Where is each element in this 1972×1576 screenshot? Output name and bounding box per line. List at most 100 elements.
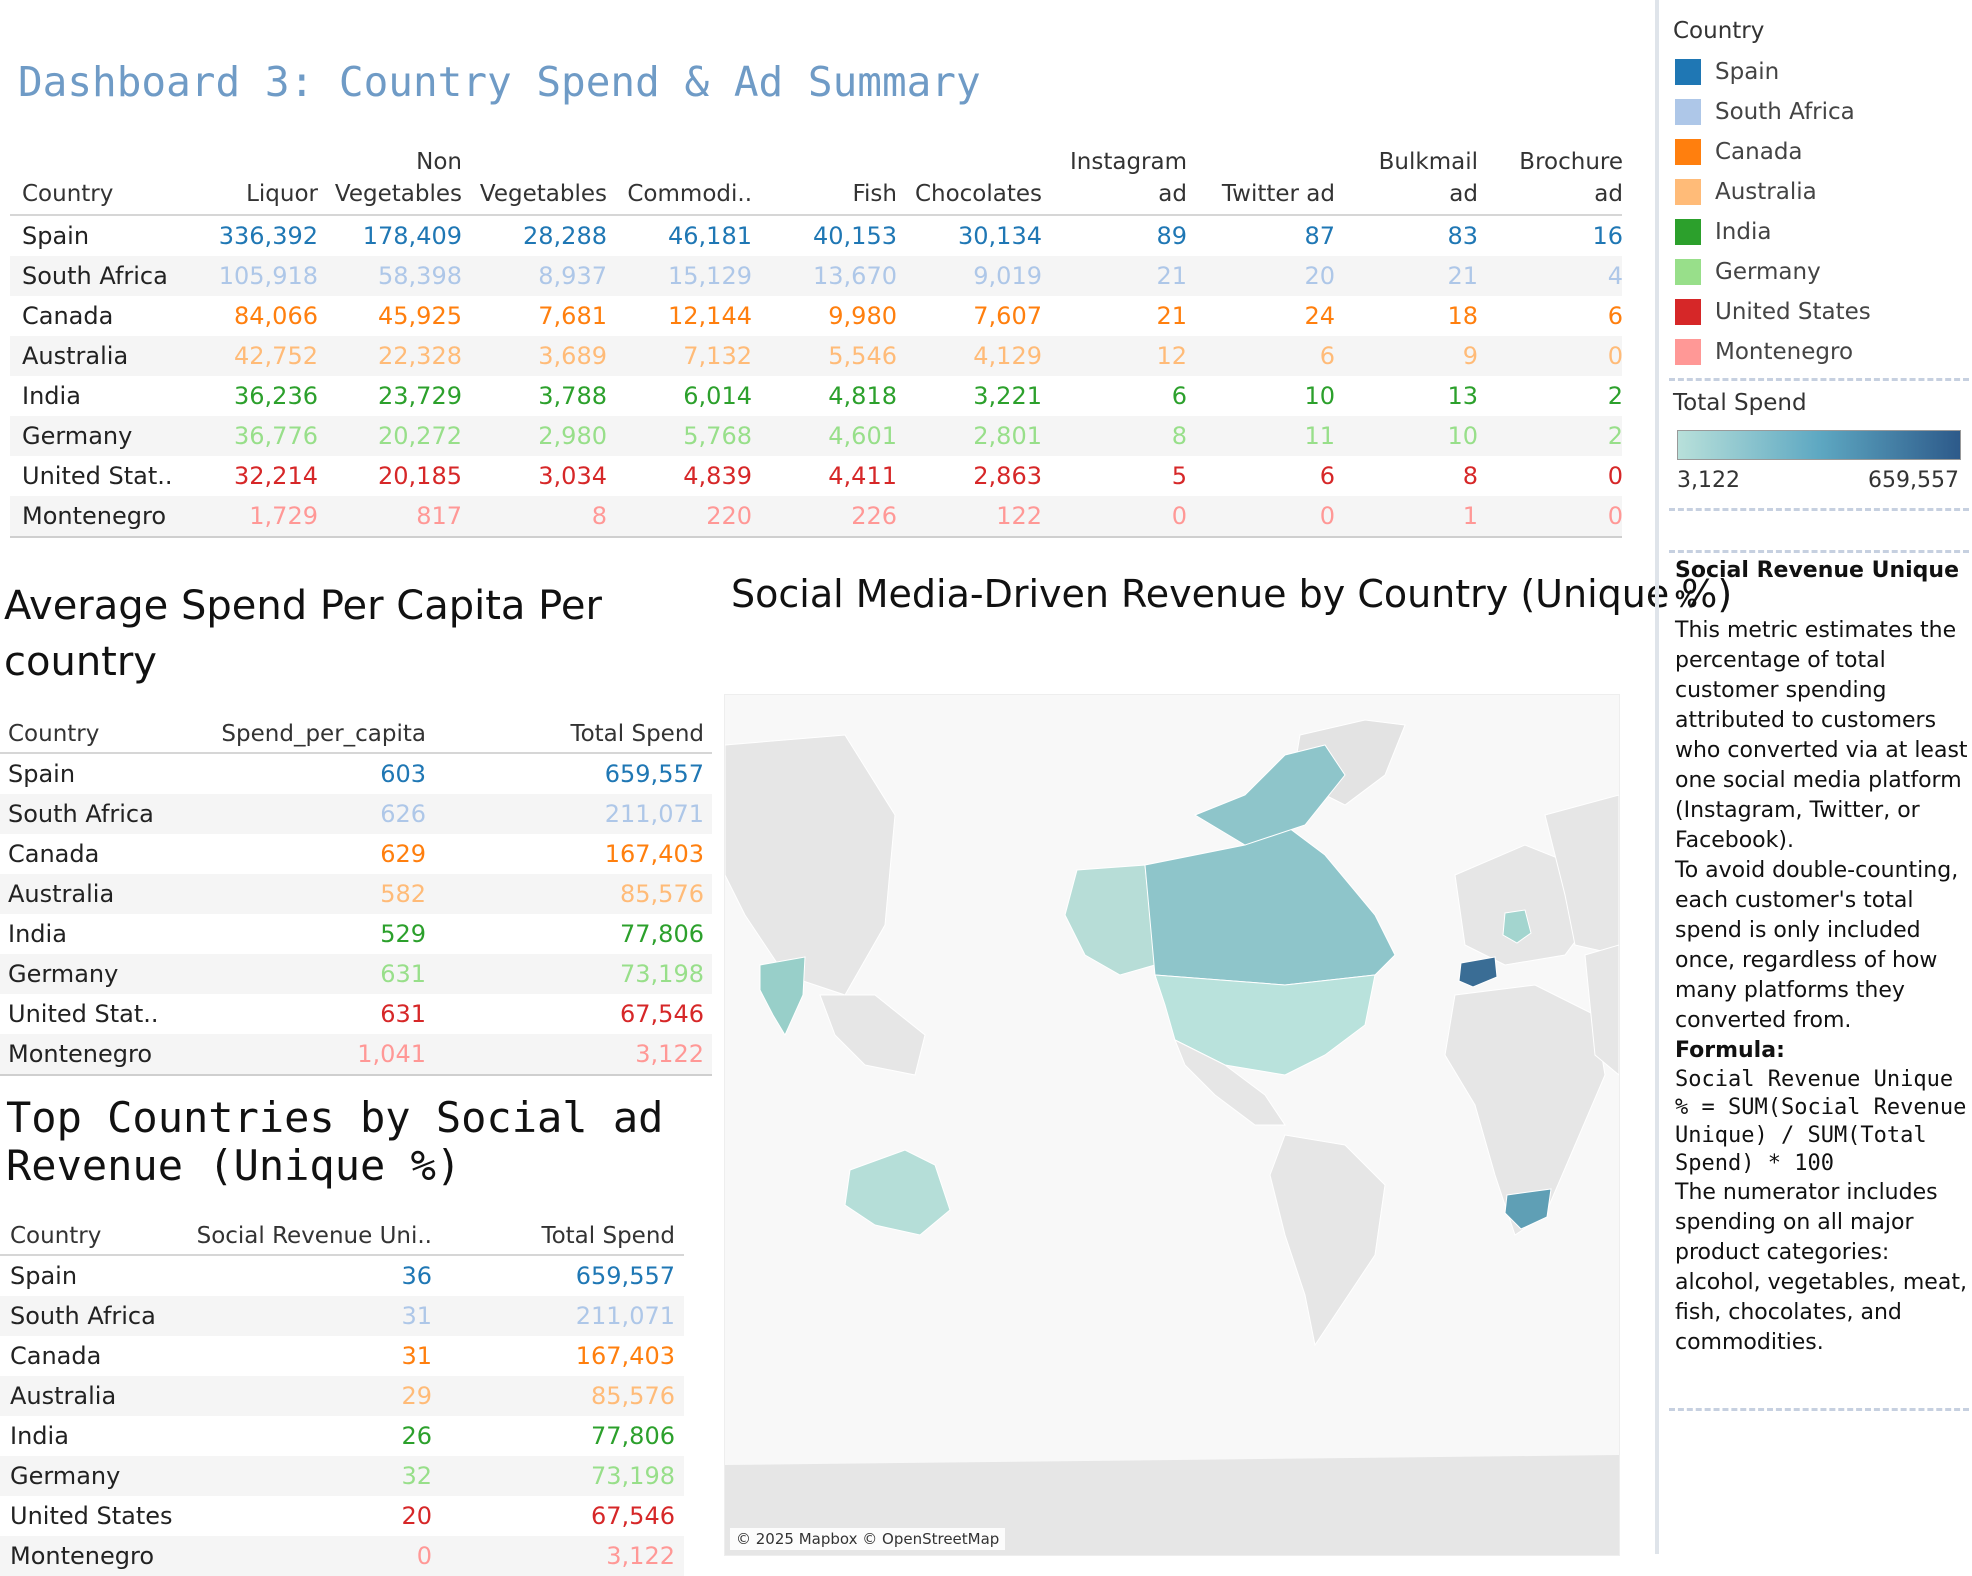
description-para1: This metric estimates the percentage of … xyxy=(1675,618,1968,853)
cell-bulk: 1 xyxy=(1462,502,1478,530)
table-row[interactable]: Spain 36 659,557 xyxy=(0,1256,684,1296)
header-instagram-ad[interactable]: Instagram ad xyxy=(1045,146,1187,210)
table-body: Spain 36 659,557 South Africa 31 211,071 Canad… xyxy=(0,1256,684,1576)
header-commodities[interactable]: Commodi.. xyxy=(627,181,752,207)
cell-spend-per-capita: 603 xyxy=(380,760,426,788)
cell-spend-per-capita: 629 xyxy=(380,840,426,868)
world-map[interactable] xyxy=(724,694,1620,1556)
header-fish[interactable]: Fish xyxy=(852,181,897,207)
table-row[interactable]: South Africa 31 211,071 xyxy=(0,1296,684,1336)
table-row[interactable]: Australia 582 85,576 xyxy=(0,874,712,914)
cell-comm: 6,014 xyxy=(683,382,752,410)
table-row[interactable]: Spain 603 659,557 xyxy=(0,754,712,794)
cell-country: Canada xyxy=(22,302,114,330)
cell-social-revenue: 26 xyxy=(401,1422,432,1450)
cell-spend-per-capita: 529 xyxy=(380,920,426,948)
legend-label: United States xyxy=(1715,299,1871,325)
map-attribution[interactable]: © 2025 Mapbox © OpenStreetMap xyxy=(730,1528,1006,1550)
table-row[interactable]: Australia 29 85,576 xyxy=(0,1376,684,1416)
usa-shape xyxy=(1154,974,1376,1076)
header-twitter-ad[interactable]: Twitter ad xyxy=(1221,181,1335,207)
cell-fish: 9,980 xyxy=(828,302,897,330)
germany-shape xyxy=(1502,909,1532,944)
cell-country: United Stat.. xyxy=(22,462,173,490)
cell-insta: 6 xyxy=(1171,382,1187,410)
table-header: Country Social Revenue Uni.. Total Spend xyxy=(0,1214,684,1256)
header-bulkmail-line2: ad xyxy=(1449,181,1478,207)
header-bulkmail-ad[interactable]: Bulkmail ad xyxy=(1335,146,1478,210)
cell-bulk: 8 xyxy=(1462,462,1478,490)
cell-country: Spain xyxy=(22,222,90,250)
legend-item[interactable]: Montenegro xyxy=(1675,332,1853,372)
table-row[interactable]: South Africa 626 211,071 xyxy=(0,794,712,834)
header-brochure-ad[interactable]: Brochure ad xyxy=(1480,146,1623,210)
metric-description: Social Revenue Unique % This metric esti… xyxy=(1675,556,1971,1358)
table-row[interactable]: United States 20 67,546 xyxy=(0,1496,684,1536)
cell-liquor: 336,392 xyxy=(218,222,318,250)
cell-choc: 30,134 xyxy=(958,222,1042,250)
header-chocolates[interactable]: Chocolates xyxy=(914,181,1042,207)
table-row[interactable]: Spain 336,392 178,409 28,288 46,181 40,153 30,… xyxy=(10,216,1623,256)
cell-comm: 46,181 xyxy=(668,222,752,250)
table-row[interactable]: Germany 631 73,198 xyxy=(0,954,712,994)
total-spend-gradient xyxy=(1677,430,1961,460)
legend-item[interactable]: South Africa xyxy=(1675,92,1855,132)
header-total-spend[interactable]: Total Spend xyxy=(541,1223,675,1249)
table-row[interactable]: Australia 42,752 22,328 3,689 7,132 5,546 4,12… xyxy=(10,336,1623,376)
table-row[interactable]: Canada 629 167,403 xyxy=(0,834,712,874)
table-row[interactable]: Germany 36,776 20,272 2,980 5,768 4,601 2,801 8… xyxy=(10,416,1623,456)
cell-country: South Africa xyxy=(22,262,168,290)
cell-country: India xyxy=(8,920,67,948)
header-liquor[interactable]: Liquor xyxy=(246,181,318,207)
legend-item[interactable]: Spain xyxy=(1675,52,1779,92)
cell-broch: 6 xyxy=(1607,302,1623,330)
cell-spend-per-capita: 626 xyxy=(380,800,426,828)
cell-choc: 7,607 xyxy=(973,302,1042,330)
cell-comm: 12,144 xyxy=(668,302,752,330)
cell-broch: 2 xyxy=(1607,382,1623,410)
legend-item[interactable]: Canada xyxy=(1675,132,1803,172)
cell-country: India xyxy=(22,382,81,410)
legend-swatch xyxy=(1675,219,1701,245)
cell-social-revenue: 36 xyxy=(401,1262,432,1290)
header-social-revenue-unique[interactable]: Social Revenue Uni.. xyxy=(196,1223,432,1249)
cell-veg: 2,980 xyxy=(538,422,607,450)
table-header: Country Spend_per_capita Total Spend xyxy=(0,712,712,754)
table-row[interactable]: India 529 77,806 xyxy=(0,914,712,954)
legend-panel: Country Spain South Africa Canada Australia… xyxy=(1655,0,1972,1554)
legend-item[interactable]: India xyxy=(1675,212,1771,252)
total-spend-min: 3,122 xyxy=(1677,468,1740,493)
table-row[interactable]: Montenegro 0 3,122 xyxy=(0,1536,684,1576)
header-country[interactable]: Country xyxy=(8,721,100,747)
header-total-spend[interactable]: Total Spend xyxy=(570,721,704,747)
table-row[interactable]: South Africa 105,918 58,398 8,937 15,129 13,6… xyxy=(10,256,1623,296)
cell-bulk: 18 xyxy=(1447,302,1478,330)
cell-country: Canada xyxy=(8,840,100,868)
dashboard-title: Dashboard 3: Country Spend & Ad Summary xyxy=(18,58,981,106)
table-row[interactable]: United Stat.. 32,214 20,185 3,034 4,839 4,411… xyxy=(10,456,1623,496)
cell-choc: 9,019 xyxy=(973,262,1042,290)
table-row[interactable]: Canada 31 167,403 xyxy=(0,1336,684,1376)
header-country[interactable]: Country xyxy=(10,1223,102,1249)
legend-item[interactable]: Germany xyxy=(1675,252,1821,292)
header-country[interactable]: Country xyxy=(22,181,114,207)
cell-comm: 15,129 xyxy=(668,262,752,290)
table-row[interactable]: India 26 77,806 xyxy=(0,1416,684,1456)
header-vegetables[interactable]: Vegetables xyxy=(479,181,607,207)
table-row[interactable]: United Stat.. 631 67,546 xyxy=(0,994,712,1034)
table-row[interactable]: Canada 84,066 45,925 7,681 12,144 9,980 7,607 2… xyxy=(10,296,1623,336)
legend-item[interactable]: Australia xyxy=(1675,172,1817,212)
table-row[interactable]: Germany 32 73,198 xyxy=(0,1456,684,1496)
table-row[interactable]: India 36,236 23,729 3,788 6,014 4,818 3,221 6 10… xyxy=(10,376,1623,416)
cell-broch: 16 xyxy=(1592,222,1623,250)
cell-nonveg: 817 xyxy=(416,502,462,530)
cell-total-spend: 167,403 xyxy=(604,840,704,868)
legend-swatch xyxy=(1675,59,1701,85)
table-row[interactable]: Montenegro 1,729 817 8 220 226 122 0 0 1 0 xyxy=(10,496,1623,538)
header-non-vegetables[interactable]: Non Vegetables xyxy=(320,146,462,210)
table-row[interactable]: Montenegro 1,041 3,122 xyxy=(0,1034,712,1076)
legend-item[interactable]: United States xyxy=(1675,292,1871,332)
header-spend-per-capita[interactable]: Spend_per_capita xyxy=(221,721,426,747)
cell-insta: 8 xyxy=(1171,422,1187,450)
cell-total-spend: 77,806 xyxy=(620,920,704,948)
